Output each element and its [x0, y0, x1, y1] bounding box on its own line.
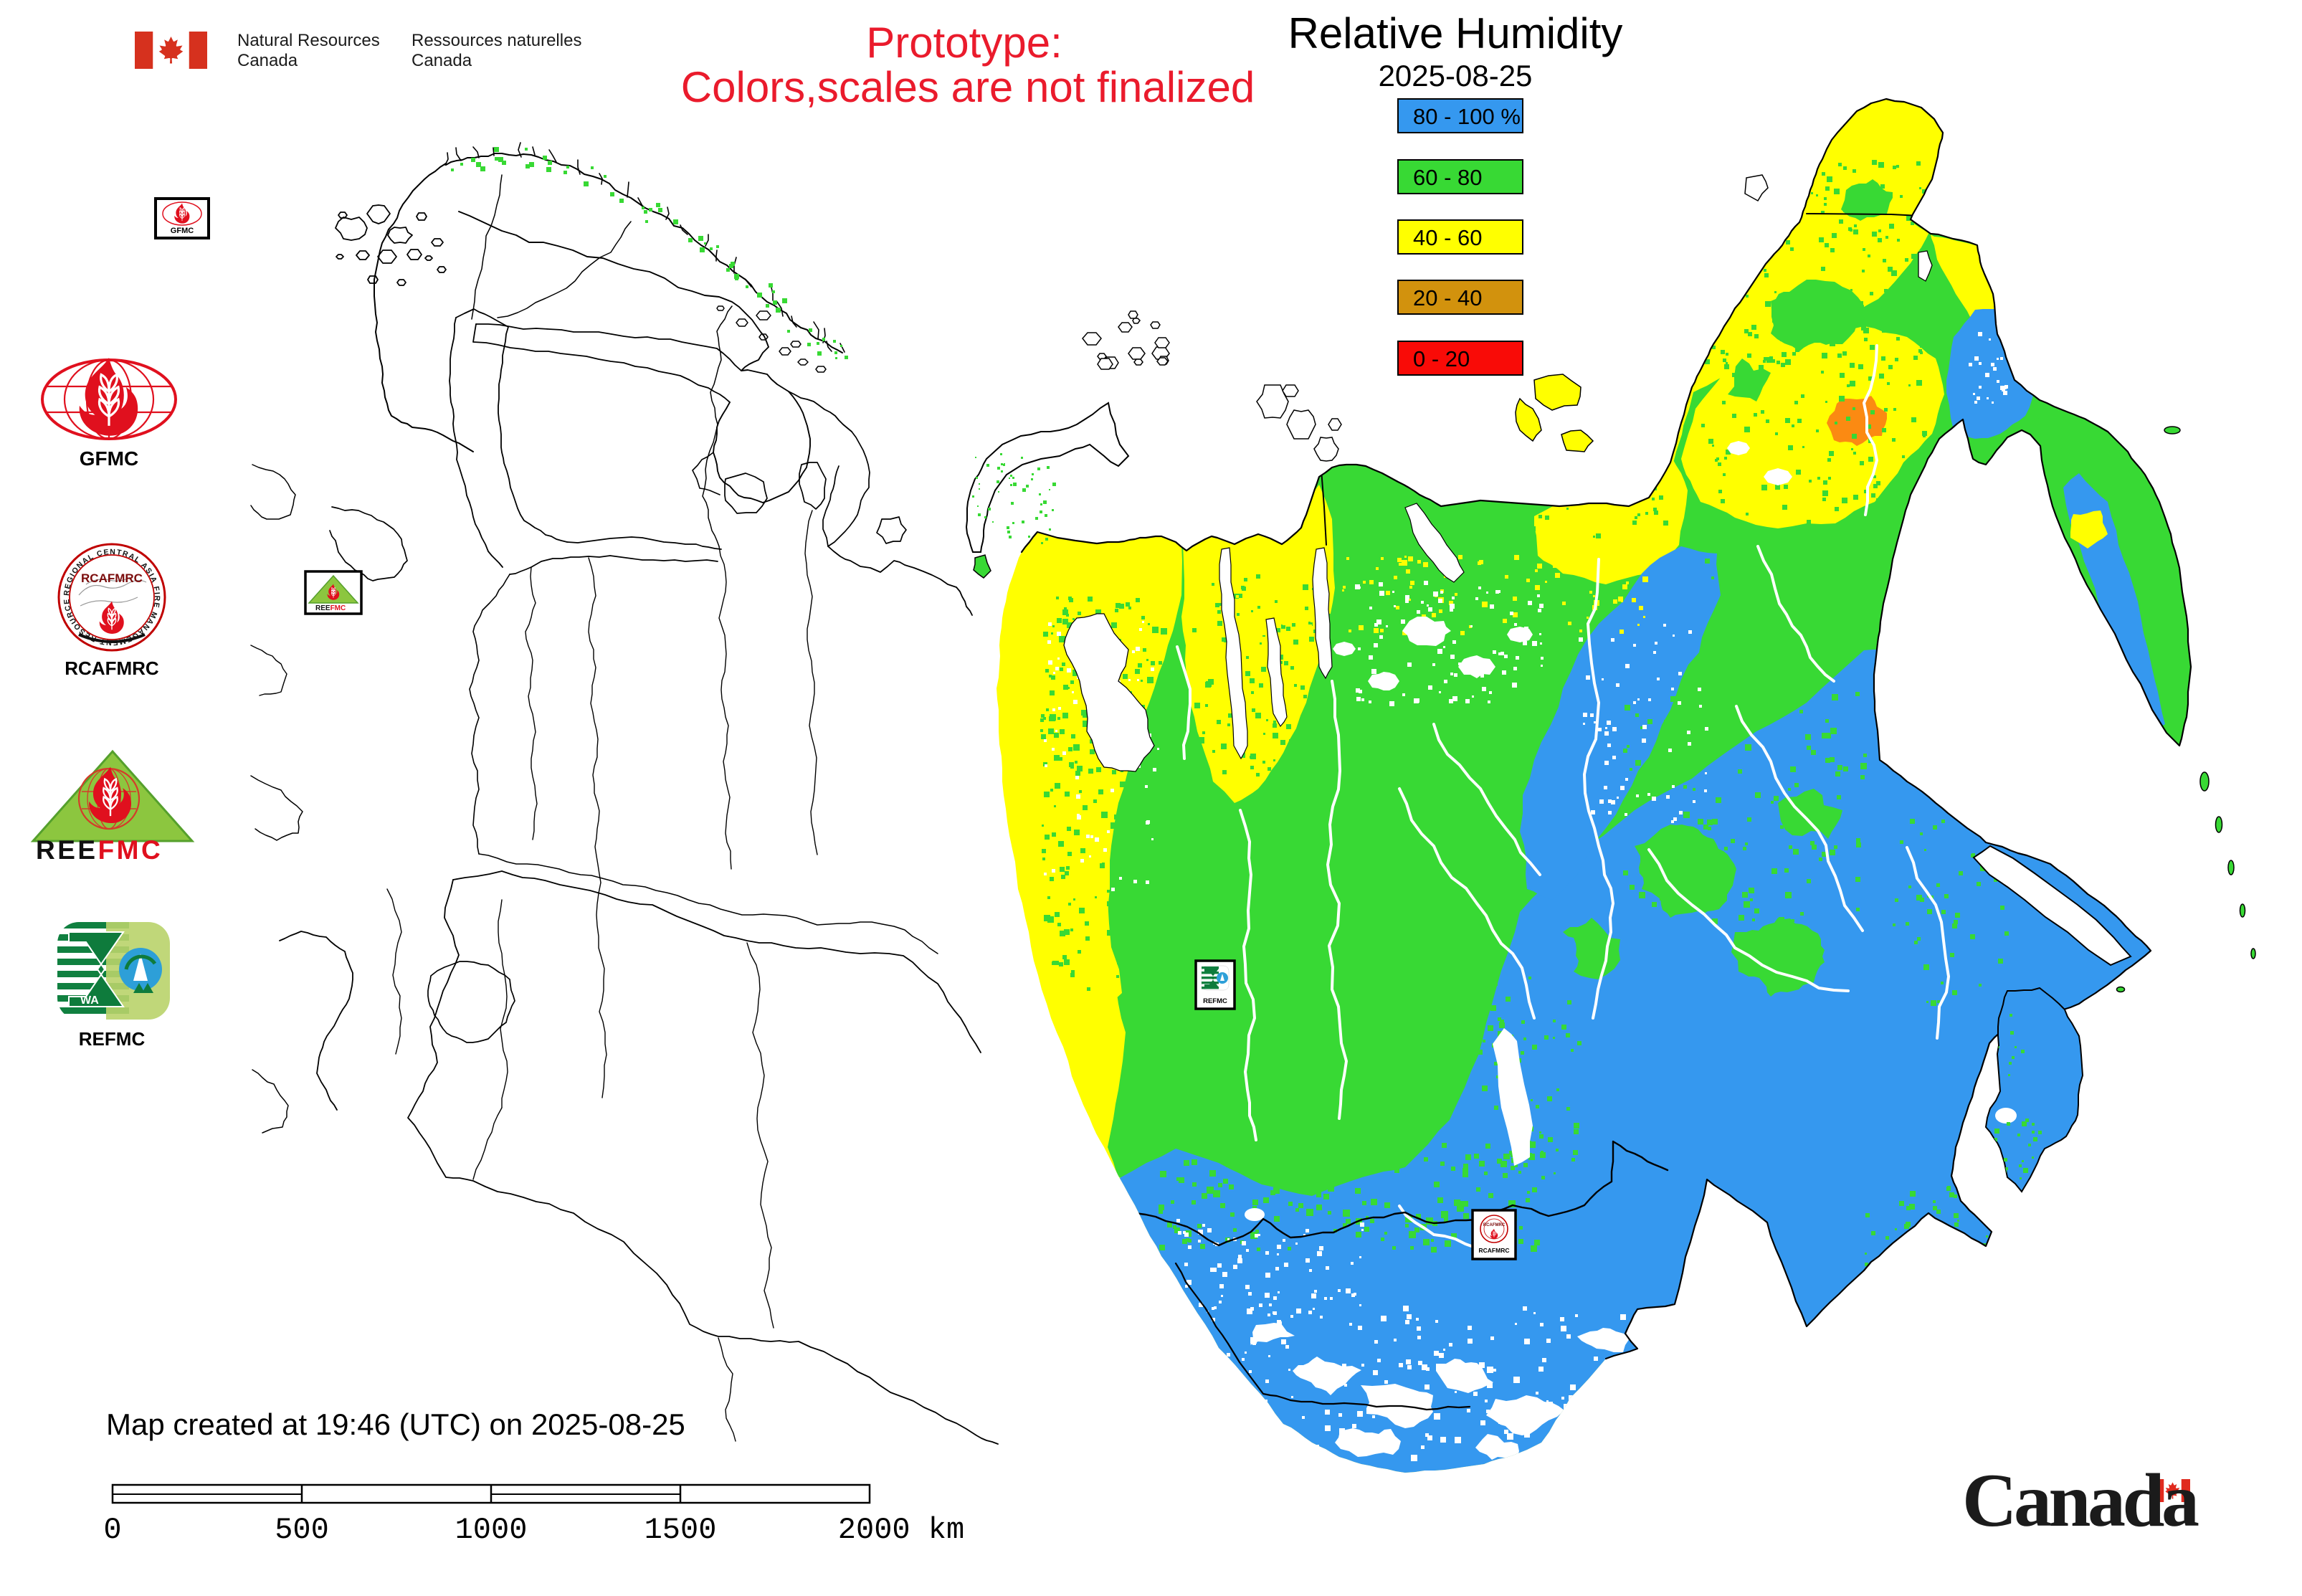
svg-text:RCAFMRC: RCAFMRC [65, 657, 159, 679]
svg-text:GFMC: GFMC [80, 447, 138, 470]
svg-text:RCAFMRC: RCAFMRC [81, 571, 143, 585]
svg-text:WA: WA [80, 994, 99, 1007]
svg-text:RCAFMRC: RCAFMRC [1483, 1223, 1506, 1227]
svg-text:REFMC: REFMC [1203, 997, 1227, 1005]
svg-text:REFMC: REFMC [79, 1028, 146, 1050]
svg-text:GFMC: GFMC [171, 227, 194, 235]
svg-text:REEFMC: REEFMC [315, 604, 346, 612]
svg-text:REEFMC: REEFMC [36, 835, 163, 865]
svg-text:RCAFMRC: RCAFMRC [1479, 1247, 1510, 1254]
